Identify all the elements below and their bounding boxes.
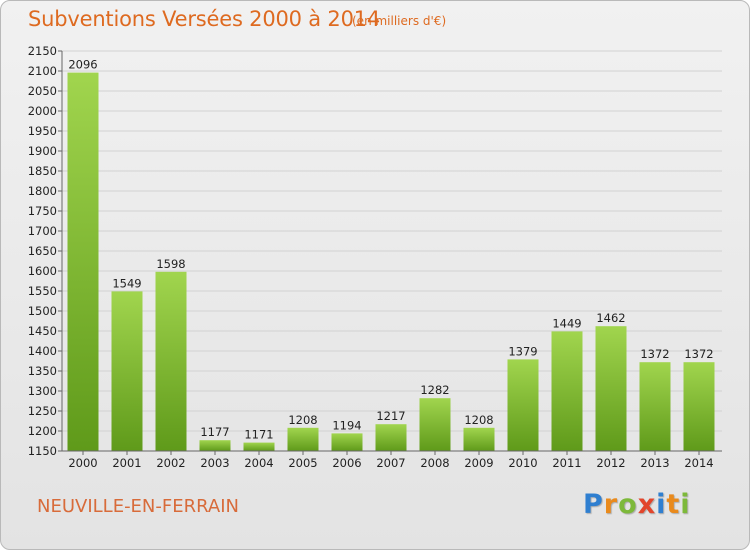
y-tick-label: 1200 — [28, 424, 57, 438]
y-tick-label: 1400 — [28, 344, 57, 358]
data-label: 1217 — [376, 409, 405, 423]
proxiti-logo[interactable]: Proxiti — [583, 489, 691, 520]
bar — [199, 440, 231, 451]
x-tick-label: 2005 — [288, 456, 317, 470]
bar — [331, 433, 363, 451]
x-tick-label: 2011 — [552, 456, 581, 470]
x-tick-label: 2004 — [244, 456, 273, 470]
y-tick-label: 1150 — [28, 444, 57, 458]
y-tick-label: 1550 — [28, 284, 57, 298]
data-label: 1598 — [156, 257, 185, 271]
data-label: 1372 — [684, 347, 713, 361]
y-tick-label: 1750 — [28, 204, 57, 218]
bar — [595, 326, 627, 451]
bar — [419, 398, 451, 451]
x-tick-label: 2006 — [332, 456, 361, 470]
y-tick-label: 1650 — [28, 244, 57, 258]
bar — [155, 271, 187, 451]
chart-title: Subventions Versées 2000 à 2014 — [28, 7, 381, 31]
data-label: 2096 — [68, 58, 97, 72]
y-tick-label: 1900 — [28, 144, 57, 158]
x-tick-label: 2009 — [464, 456, 493, 470]
x-tick-label: 2002 — [156, 456, 185, 470]
bar — [507, 359, 539, 451]
labels: 1150 1200 1250 1300 1350 1400 1450 1500 1550 1600… — [28, 44, 714, 470]
x-tick-label: 2007 — [376, 456, 405, 470]
data-label: 1208 — [288, 413, 317, 427]
logo-letter: i — [656, 489, 667, 520]
bar — [551, 331, 583, 451]
y-tick-label: 1700 — [28, 224, 57, 238]
y-tick-label: 2150 — [28, 44, 57, 58]
x-tick-label: 2000 — [68, 456, 97, 470]
y-tick-label: 1850 — [28, 164, 57, 178]
bar — [111, 291, 143, 451]
y-tick-label: 1500 — [28, 304, 57, 318]
y-tick-label: 1300 — [28, 384, 57, 398]
axes — [58, 50, 722, 455]
x-tick-label: 2008 — [420, 456, 449, 470]
data-label: 1282 — [420, 383, 449, 397]
y-tick-label: 1450 — [28, 324, 57, 338]
x-tick-label: 2010 — [508, 456, 537, 470]
commune-name: NEUVILLE-EN-FERRAIN — [37, 496, 239, 517]
bar — [243, 442, 275, 451]
y-tick-label: 2050 — [28, 84, 57, 98]
x-tick-label: 2012 — [596, 456, 625, 470]
bar — [67, 72, 99, 451]
logo-letter: i — [680, 489, 691, 520]
y-tick-label: 1350 — [28, 364, 57, 378]
data-label: 1194 — [332, 418, 361, 432]
logo-letter: P — [583, 489, 604, 520]
x-tick-label: 2013 — [640, 456, 669, 470]
data-label: 1171 — [244, 428, 273, 442]
y-tick-label: 1800 — [28, 184, 57, 198]
bar — [463, 427, 495, 451]
y-tick-label: 2000 — [28, 104, 57, 118]
y-tick-label: 1250 — [28, 404, 57, 418]
data-label: 1449 — [552, 316, 581, 330]
x-tick-label: 2001 — [112, 456, 141, 470]
data-label: 1549 — [112, 276, 141, 290]
y-tick-label: 2100 — [28, 64, 57, 78]
chart-unit-note: (en milliers d'€) — [352, 14, 447, 28]
bars — [67, 72, 715, 451]
data-label: 1177 — [200, 425, 229, 439]
data-label: 1208 — [464, 413, 493, 427]
logo-letter: t — [666, 489, 681, 520]
logo-letter: r — [603, 489, 619, 520]
bar — [683, 362, 715, 451]
y-tick-label: 1950 — [28, 124, 57, 138]
bar — [287, 427, 319, 451]
bar — [639, 362, 671, 451]
x-tick-label: 2003 — [200, 456, 229, 470]
data-label: 1379 — [508, 344, 537, 358]
x-tick-label: 2014 — [684, 456, 713, 470]
data-label: 1372 — [640, 347, 669, 361]
y-tick-label: 1600 — [28, 264, 57, 278]
logo-letter: o — [618, 489, 638, 520]
bar — [375, 424, 407, 451]
logo-letter: x — [637, 489, 657, 520]
data-label: 1462 — [596, 311, 625, 325]
